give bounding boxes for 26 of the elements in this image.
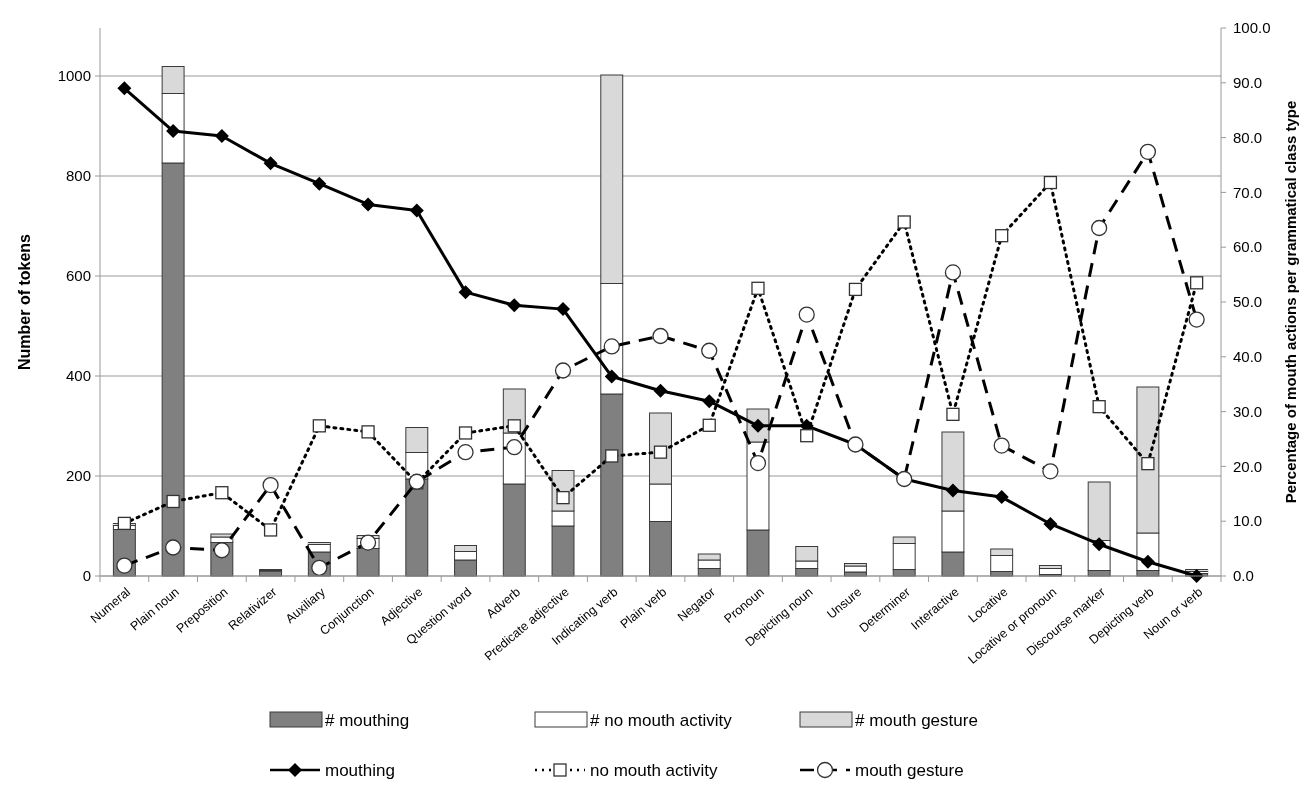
y2-tick-label: 0.0: [1233, 567, 1254, 585]
y2-tick-label: 10.0: [1233, 512, 1263, 530]
y2-tick-label: 80.0: [1233, 128, 1263, 146]
y-tick-label: 1000: [57, 67, 91, 85]
y2-tick-label: 90.0: [1233, 74, 1263, 92]
y2-tick-label: 20.0: [1233, 457, 1263, 475]
y-tick-label: 200: [65, 467, 91, 485]
y2-tick-label: 40.0: [1233, 348, 1263, 366]
y-tick-label: 800: [65, 167, 91, 185]
y2-axis-title: Percentage of mouth actions per grammatical class type: [1282, 100, 1299, 504]
y-tick-label: 0: [82, 567, 91, 585]
y2-tick-label: 70.0: [1233, 183, 1263, 201]
y2-tick-label: 100.0: [1233, 19, 1271, 37]
legend-label: mouthing: [325, 760, 395, 780]
legend-label: # no mouth activity: [590, 710, 733, 730]
legend-label: # mouth gesture: [855, 710, 978, 730]
y2-tick-label: 60.0: [1233, 238, 1263, 256]
legend-label: mouth gesture: [855, 760, 964, 780]
y-axis-title: Number of tokens: [16, 233, 33, 371]
legend-label: no mouth activity: [590, 760, 719, 780]
y-tick-label: 600: [65, 267, 91, 285]
x-tick-label: Plain verb: [617, 584, 670, 632]
y2-tick-label: 50.0: [1233, 293, 1263, 311]
y2-tick-label: 30.0: [1233, 402, 1263, 420]
legend-label: # mouthing: [325, 710, 410, 730]
y-tick-label: 400: [65, 367, 91, 385]
